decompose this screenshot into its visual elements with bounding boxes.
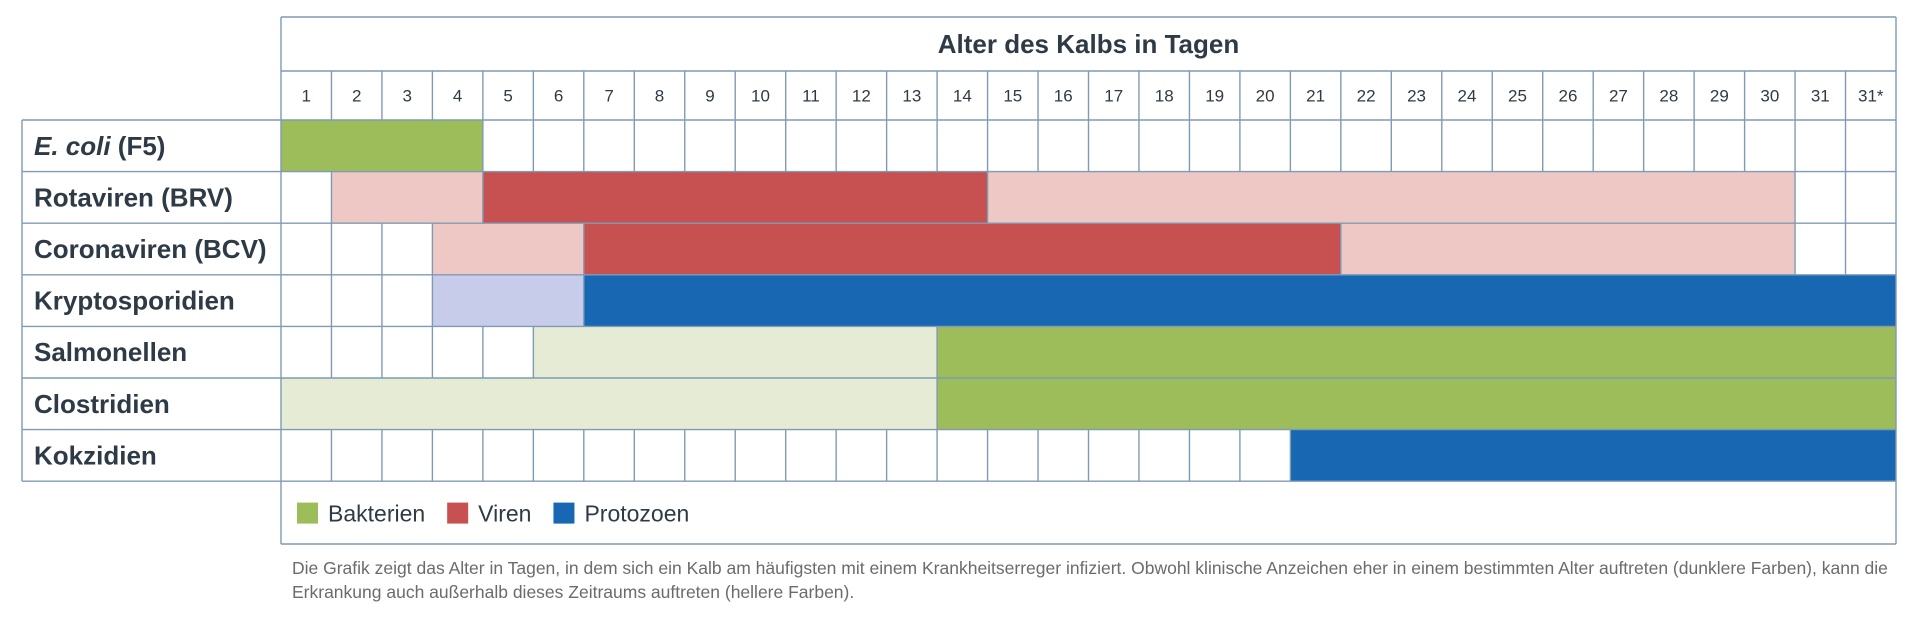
day-label: 24: [1458, 87, 1477, 106]
bar-viren-dark: [482, 171, 988, 224]
day-label: 30: [1760, 87, 1779, 106]
day-label: 17: [1104, 87, 1123, 106]
bar-bakterien-light: [533, 326, 938, 378]
day-label: 12: [852, 87, 871, 106]
legend-swatch-protozoen: [553, 502, 575, 524]
day-label: 31: [1811, 87, 1830, 106]
chart-title: Alter des Kalbs in Tagen: [938, 29, 1239, 59]
row-label: Kryptosporidien: [34, 286, 235, 316]
day-label: 10: [751, 87, 770, 106]
day-label: 18: [1155, 87, 1174, 106]
bar-viren-light: [331, 171, 483, 224]
row-label: Rotaviren (BRV): [34, 182, 233, 212]
day-label: 3: [402, 87, 411, 106]
bar-bakterien-dark: [937, 378, 1896, 430]
bar-viren-light: [432, 223, 584, 275]
day-label: 5: [503, 87, 512, 106]
bar-protozoen-light: [432, 274, 584, 327]
day-label: 27: [1609, 87, 1628, 106]
bar-protozoen-dark: [1290, 429, 1896, 482]
day-label: 21: [1306, 87, 1325, 106]
day-label: 22: [1357, 87, 1376, 106]
row-label: Kokzidien: [34, 440, 157, 470]
day-label: 14: [953, 87, 972, 106]
legend-label-bakterien: Bakterien: [328, 501, 425, 527]
day-label: 19: [1205, 87, 1224, 106]
day-label: 1: [302, 87, 311, 106]
row-label: Coronaviren (BCV): [34, 234, 267, 264]
legend-swatch-viren: [447, 502, 469, 524]
day-label: 13: [902, 87, 921, 106]
day-label: 15: [1003, 87, 1022, 106]
bar-viren-dark: [583, 223, 1341, 275]
legend-label-protozoen: Protozoen: [584, 501, 689, 527]
row-label: Clostridien: [34, 389, 170, 419]
row-label-italic: E. coli: [34, 131, 111, 161]
day-label: 23: [1407, 87, 1426, 106]
day-label: 11: [802, 87, 820, 106]
bar-viren-light: [1340, 223, 1796, 275]
day-label: 16: [1054, 87, 1073, 106]
bar-viren-light: [987, 171, 1796, 224]
day-label: 8: [655, 87, 664, 106]
day-label: 7: [604, 87, 613, 106]
day-label: 26: [1558, 87, 1577, 106]
day-label: 4: [453, 87, 462, 106]
bar-protozoen-dark: [583, 274, 1896, 327]
bar-bakterien-dark: [937, 326, 1896, 378]
day-label: 9: [705, 87, 714, 106]
day-label: 25: [1508, 87, 1527, 106]
day-label: 6: [554, 87, 563, 106]
row-label: Salmonellen: [34, 337, 187, 367]
legend-swatch-bakterien: [297, 502, 318, 524]
bar-bakterien-dark: [281, 120, 483, 172]
footnote: Die Grafik zeigt das Alter in Tagen, in …: [292, 558, 1888, 602]
bar-bakterien-light: [281, 378, 938, 430]
day-label: 31*: [1858, 87, 1884, 106]
day-label: 28: [1659, 87, 1678, 106]
day-label: 2: [352, 87, 361, 106]
row-label-suffix: (F5): [111, 131, 166, 161]
day-label: 29: [1710, 87, 1729, 106]
legend-label-viren: Viren: [478, 501, 531, 527]
row-label: E. coli (F5): [34, 131, 165, 161]
day-label: 20: [1256, 87, 1275, 106]
